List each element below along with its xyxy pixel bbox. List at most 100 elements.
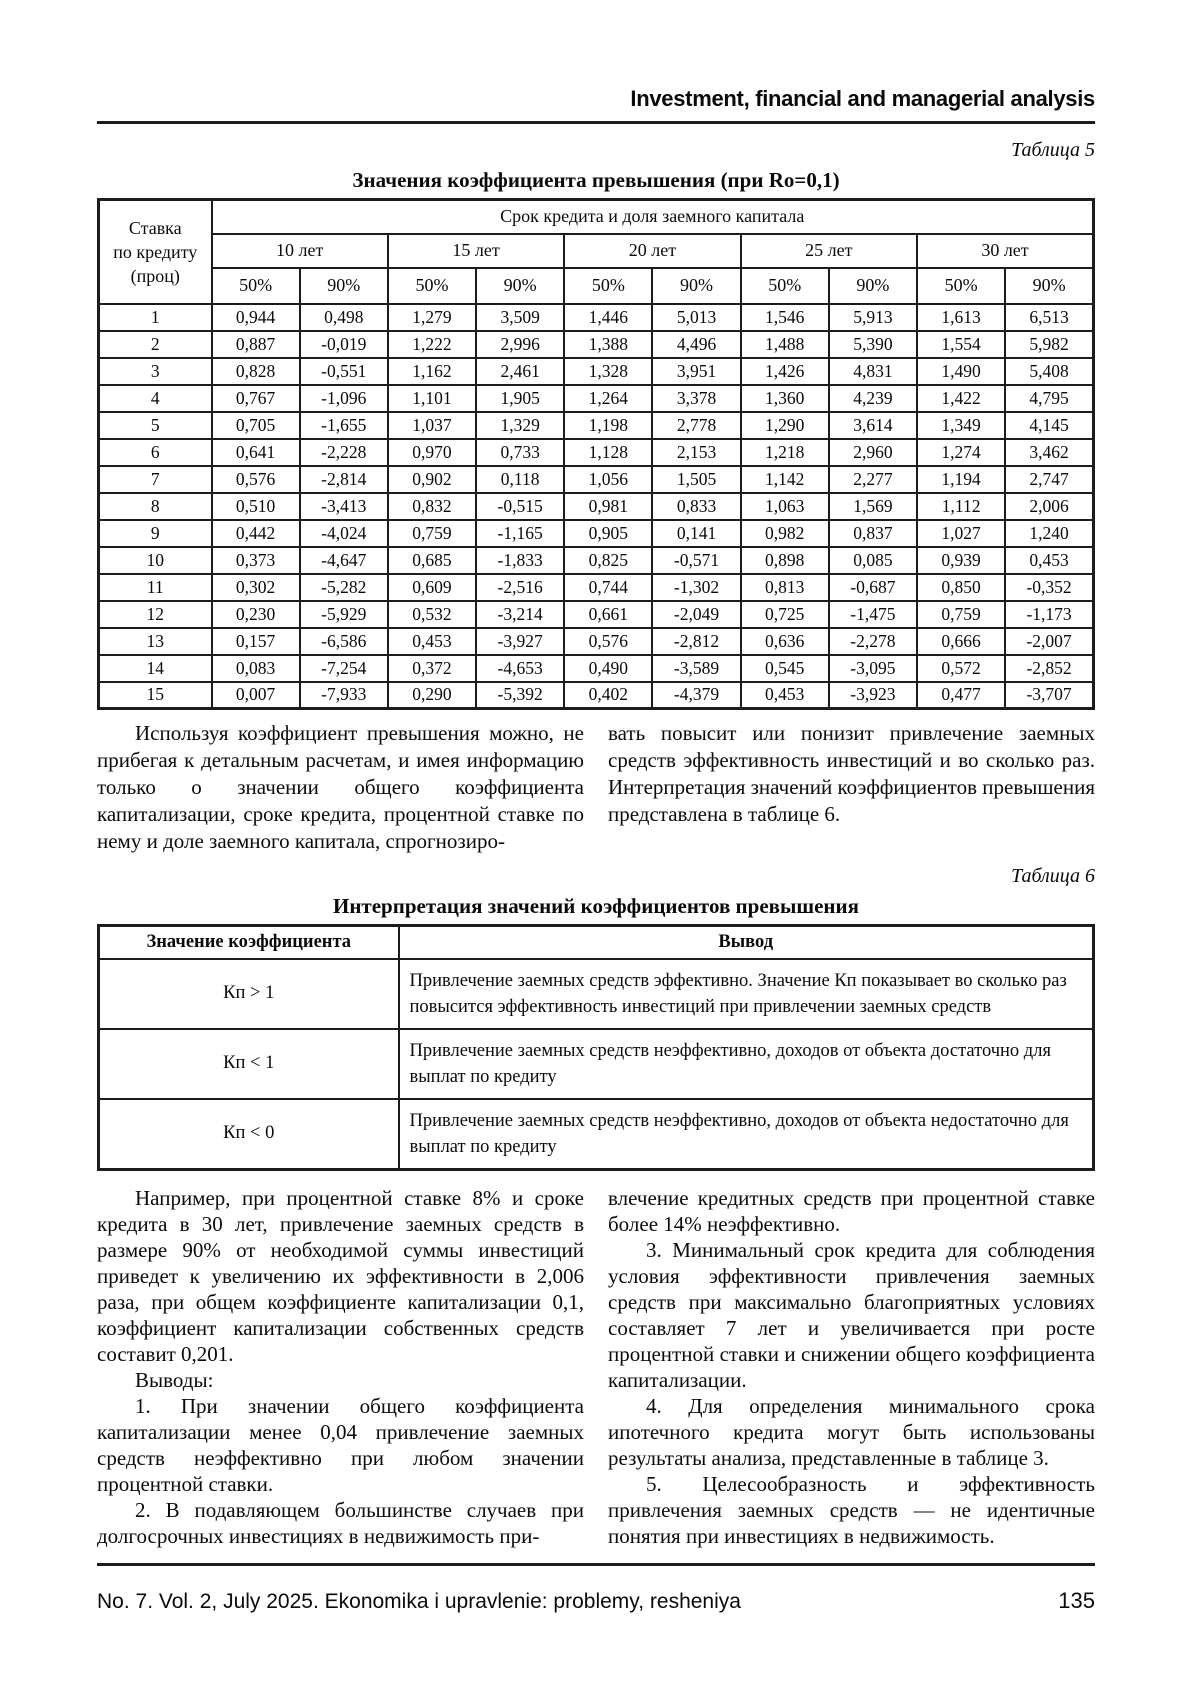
coefficient-cell: 1,056 [563, 464, 654, 494]
paragraph: Используя коэффициент превышения можно, … [97, 721, 584, 853]
coefficient-cell: -4,653 [475, 653, 566, 683]
table-row: 3 0,828 -0,551 1,162 2,461 1,328 3,951 1,426 4,8… [97, 356, 1095, 386]
coefficient-cell: 4,795 [1004, 383, 1095, 413]
coefficient-cell: 1,490 [915, 356, 1007, 386]
coefficient-cell: 0,510 [210, 491, 301, 521]
page-footer: No. 7. Vol. 2, July 2025. Ekonomika i up… [97, 1563, 1095, 1614]
table-row: 8 0,510 -3,413 0,832 -0,515 0,981 0,833 1,063 1,… [97, 491, 1095, 521]
table-row: Кп < 0 Привлечение заемных средств неэффе… [97, 1097, 1095, 1170]
coefficient-cell: 1,329 [475, 410, 566, 440]
coefficient-cell: 0,733 [475, 437, 566, 467]
coefficient-cell: 1,426 [739, 356, 830, 386]
coefficient-cell: 1,063 [739, 491, 830, 521]
coefficient-cell: -0,687 [827, 572, 919, 602]
coefficient-cell: 0,453 [1004, 545, 1095, 575]
loan-rate-cell: 6 [97, 437, 213, 467]
table5-header: Ставка по кредиту (проц) Срок кредита и … [97, 198, 1095, 305]
table5-title: Значения коэффициента превышения (при Ro… [352, 168, 840, 192]
loan-rate-cell: 12 [97, 599, 213, 629]
coefficient-cell: -1,655 [298, 410, 389, 440]
coefficient-cell: -3,095 [827, 653, 919, 683]
table-row: 7 0,576 -2,814 0,902 0,118 1,056 1,505 1,142 2,2… [97, 464, 1095, 494]
coefficient-cell: 2,461 [475, 356, 566, 386]
coefficient-cell: 5,982 [1004, 329, 1095, 359]
paragraph: 2. В подавляющем большинстве случаев при… [97, 1497, 584, 1548]
loan-rate-cell: 9 [97, 518, 213, 548]
capital-share-header: 50% [210, 266, 301, 305]
capital-share-header: 90% [298, 266, 389, 305]
coefficient-cell: -2,007 [1004, 626, 1095, 656]
coefficient-cell: 1,546 [739, 302, 830, 332]
coefficient-cell: -0,019 [298, 329, 389, 359]
paragraph: Например, при процентной ставке 8% и сро… [97, 1185, 584, 1366]
loan-rate-cell: 14 [97, 653, 213, 683]
coefficient-cell: 0,850 [915, 572, 1007, 602]
text-column-right: влечение кредитных средств при процентно… [608, 1185, 1095, 1549]
paragraph: Выводы: [135, 1367, 214, 1392]
coefficient-cell: 0,970 [386, 437, 478, 467]
coefficient-cell: 0,705 [210, 410, 301, 440]
paragraph: вать повысит или понизит привлечение зае… [608, 721, 1095, 826]
coefficient-cell: 1,027 [915, 518, 1007, 548]
coefficient-cell: 0,402 [563, 680, 654, 710]
coefficient-cell: 4,496 [651, 329, 742, 359]
interpretation-table: Значение коэффициента Вывод Кп > 1 Привле… [97, 924, 1095, 1171]
coefficient-cell: 0,902 [386, 464, 478, 494]
term-header-row: 10 лет 15 лет 20 лет 25 лет 30 лет [99, 232, 1095, 269]
running-head: Investment, financial and managerial ana… [630, 86, 1095, 111]
loan-rate-cell: 15 [97, 680, 213, 710]
coefficient-cell: 1,360 [739, 383, 830, 413]
coefficient-cell: 1,037 [386, 410, 478, 440]
coefficient-cell: 6,513 [1004, 302, 1095, 332]
coefficient-cell: 0,837 [827, 518, 919, 548]
table6-body: Кп > 1 Привлечение заемных средств эффект… [97, 957, 1095, 1170]
loan-rate-cell: 8 [97, 491, 213, 521]
conclusion-cell: Привлечение заемных средств неэффективно… [397, 1027, 1095, 1100]
coefficient-cell: -1,173 [1004, 599, 1095, 629]
coefficient-cell: -2,852 [1004, 653, 1095, 683]
coefficient-cell: -2,228 [298, 437, 389, 467]
coefficient-cell: 1,569 [827, 491, 919, 521]
loan-rate-cell: 3 [97, 356, 213, 386]
coefficient-cell: 1,505 [651, 464, 742, 494]
loan-term-header: 30 лет [916, 232, 1095, 269]
loan-term-header: 15 лет [386, 232, 566, 269]
bottom-text: Например, при процентной ставке 8% и сро… [97, 1185, 1095, 1549]
coefficient-cell: -1,833 [475, 545, 566, 575]
coefficient-cell: 3,509 [475, 302, 566, 332]
coefficient-cell: 5,390 [827, 329, 919, 359]
coefficient-cell: 0,490 [563, 653, 654, 683]
journal-imprint: No. 7. Vol. 2, July 2025. Ekonomika i up… [97, 1590, 741, 1613]
coefficient-cell: 1,128 [563, 437, 654, 467]
table6-caption: Таблица 6 [1011, 865, 1095, 887]
coefficient-cell: -0,551 [298, 356, 389, 386]
coefficient-cell: -3,927 [475, 626, 566, 656]
capital-share-header: 90% [1004, 266, 1095, 305]
table-row: 10 0,373 -4,647 0,685 -1,833 0,825 -0,571 0,898… [97, 545, 1095, 575]
coefficient-cell: 0,572 [915, 653, 1007, 683]
coefficient-cell: 4,239 [827, 383, 919, 413]
loan-term-header: 10 лет [210, 232, 389, 269]
coefficient-cell: -4,379 [651, 680, 742, 710]
coefficient-cell: -3,923 [827, 680, 919, 710]
coefficient-cell: 0,641 [210, 437, 301, 467]
coefficient-cell: 2,277 [827, 464, 919, 494]
coefficient-cell: -0,515 [475, 491, 566, 521]
coefficient-cell: 0,157 [210, 626, 301, 656]
coefficient-condition-cell: Кп < 1 [97, 1027, 400, 1100]
coefficient-cell: 2,006 [1004, 491, 1095, 521]
table-row: 11 0,302 -5,282 0,609 -2,516 0,744 -1,302 0,813… [97, 572, 1095, 602]
text-column-left: Например, при процентной ставке 8% и сро… [97, 1185, 584, 1549]
table5-caption: Таблица 5 [1011, 139, 1095, 161]
coefficient-cell: 1,388 [563, 329, 654, 359]
coefficient-cell: 1,198 [563, 410, 654, 440]
coefficient-cell: 0,825 [563, 545, 654, 575]
coefficient-cell: -5,282 [298, 572, 389, 602]
coefficient-cell: 2,778 [651, 410, 742, 440]
coefficient-cell: -6,586 [298, 626, 389, 656]
coefficient-cell: -0,571 [651, 545, 742, 575]
coefficient-cell: 1,446 [563, 302, 654, 332]
coefficient-cell: 0,007 [210, 680, 301, 710]
coefficient-cell: 1,240 [1004, 518, 1095, 548]
coefficient-cell: -2,516 [475, 572, 566, 602]
